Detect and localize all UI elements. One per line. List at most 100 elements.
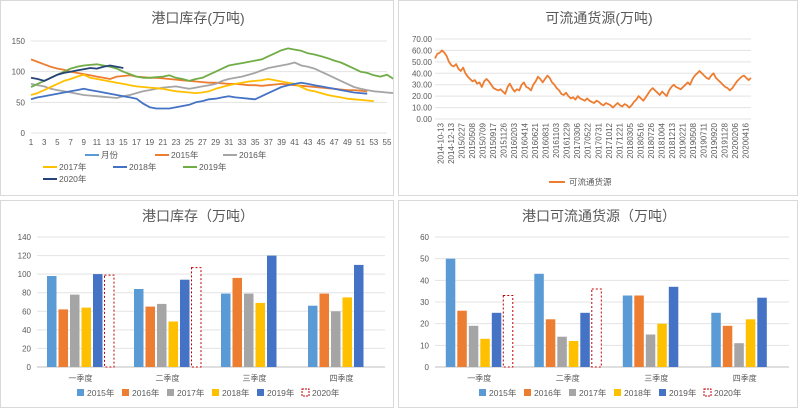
x-tick-label: 3 [42,138,47,147]
bar [491,312,502,367]
x-tick-label: 20190221 [679,122,688,158]
series-line [30,61,393,99]
x-category-label: 四季度 [733,373,757,383]
bar [634,295,644,367]
x-tick-label: 20170306 [573,122,582,158]
bar [267,255,277,367]
y-tick-label: 150 [12,37,26,46]
x-tick-label: 19 [145,138,154,147]
x-tick-label: 35 [251,138,260,147]
legend-swatch [167,389,174,396]
bar [722,325,733,367]
x-tick-label: 20170522 [584,122,593,158]
x-tick-label: 23 [172,138,181,147]
legend-swatch [569,389,576,396]
legend-label: 2019年 [199,162,227,172]
circulating-supply-line-chart: 可流通货源(万吨) 0.00 10.00 20.00 30.00 40.00 50.00 60… [398,0,798,196]
x-tick-label: 47 [330,138,339,147]
x-tick-label: 43 [303,138,312,147]
series-line [30,58,368,93]
x-tick-label: 20181004 [657,122,666,158]
x-tick-label: 45 [317,138,326,147]
x-tick-label: 20161103 [552,122,561,158]
y-tick-label: 60.00 [412,46,433,55]
x-tick-label: 20151126 [499,122,508,158]
legend-label: 2017年 [59,162,87,172]
x-category-label: 三季度 [243,373,267,383]
bar [145,306,155,367]
x-tick-label: 20200206 [731,122,740,158]
legend-label: 2018年 [222,388,250,398]
x-tick-label: 20190711 [700,122,709,158]
bar [168,321,178,367]
legend-label: 2019年 [267,388,295,398]
x-tick-label: 20161229 [563,122,572,158]
x-tick-label: 20150709 [478,122,487,158]
bar [104,274,115,368]
bar [557,336,567,367]
x-tick-label: 20170731 [594,122,603,158]
circulating-supply-bar-svg: 港口可流通货源（万吨） 0 10 20 30 40 50 60 一季度 二季度 三季度 四季度 2015… [420,208,789,398]
x-tick-label: 1 [29,138,34,147]
bar [93,274,103,367]
x-tick-label: 20200416 [742,122,751,158]
legend-swatch [212,389,219,396]
legend-label: 2016年 [534,388,562,398]
legend-swatch [77,389,84,396]
legend-label: 2015年 [489,388,517,398]
y-tick-label: 70.00 [412,35,433,44]
bar [134,289,144,367]
y-tick-label: 0 [425,363,430,372]
x-tick-label: 20190920 [710,122,719,158]
circulating-supply-bar-chart: 港口可流通货源（万吨） 0 10 20 30 40 50 60 一季度 二季度 三季度 四季度 2015… [398,200,798,408]
legend-swatch [301,388,310,397]
y-tick-label: 100 [12,68,26,77]
x-tick-label: 27 [198,138,207,147]
x-tick-label: 33 [238,138,247,147]
bar [342,297,352,367]
bar [534,273,544,367]
bar [70,294,80,367]
y-tick-label: 60 [22,307,31,316]
x-tick-label: 51 [356,138,365,147]
chart-title: 港口可流通货源（万吨） [522,208,676,224]
x-tick-label: 20150227 [457,122,466,158]
bar [221,293,231,367]
x-tick-label: 21 [158,138,167,147]
x-tick-label: 20150917 [489,122,498,158]
x-tick-label: 7 [68,138,73,147]
y-tick-label: 10.00 [412,104,433,113]
legend-label: 2017年 [579,388,607,398]
legend-label: 2016年 [132,388,160,398]
circulating-supply-line-svg: 可流通货源(万吨) 0.00 10.00 20.00 30.00 40.00 50.00 60… [412,10,752,187]
legend-label: 2018年 [129,162,157,172]
x-category-label: 一季度 [467,373,491,383]
bar [331,311,341,367]
y-tick-label: 40 [22,326,31,335]
x-tick-label: 9 [82,138,87,147]
x-tick-label: 20181213 [668,122,677,158]
bar [457,310,467,367]
chart-title: 港口库存（万吨） [142,208,254,224]
bar [480,338,490,367]
x-tick-label: 20160831 [542,122,551,158]
bar [757,297,767,367]
x-tick-label: 2014-10-13 [436,122,445,163]
y-tick-label: 50 [420,255,429,264]
x-tick-label: 20160414 [521,122,530,158]
x-category-label: 三季度 [644,373,668,383]
y-tick-label: 120 [18,252,32,261]
legend-label: 月份 [101,150,119,160]
y-tick-label: 20.00 [412,92,433,101]
y-tick-label: 30.00 [412,81,433,90]
x-tick-label: 15 [119,138,128,147]
x-tick-label: 13 [106,138,115,147]
y-tick-label: 140 [18,233,32,242]
bar [668,286,679,367]
x-tick-label: 20160621 [531,122,540,158]
legend-swatch [257,389,264,396]
x-tick-label: 31 [224,138,233,147]
bar [244,293,254,367]
x-tick-label: 55 [383,138,392,147]
